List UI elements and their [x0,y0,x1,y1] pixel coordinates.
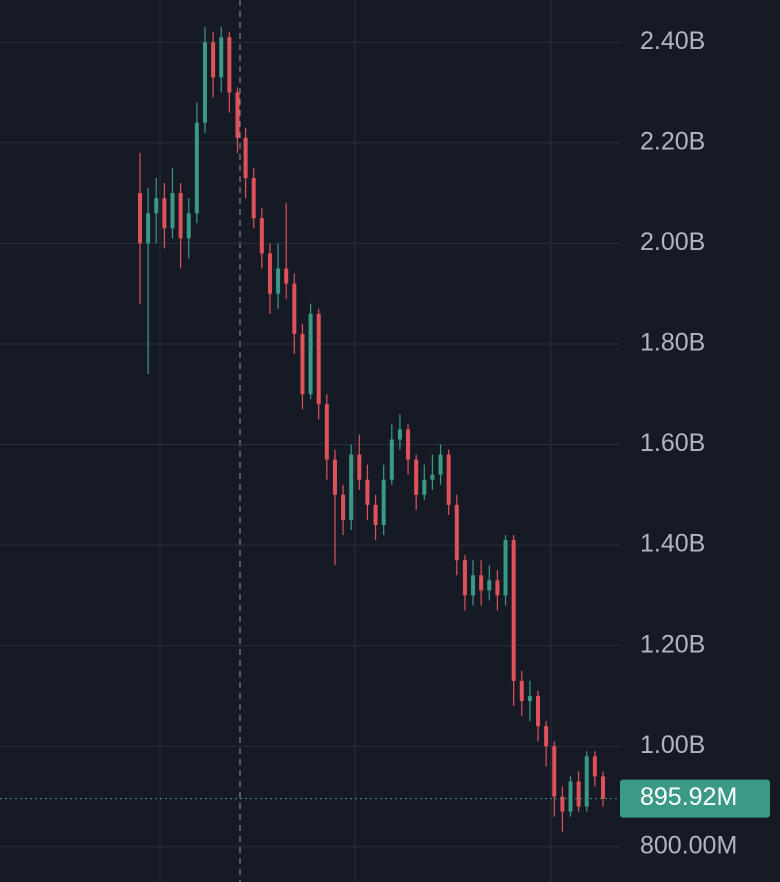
candle-body [397,429,402,440]
candle-body [381,479,386,525]
candle-body [536,695,541,727]
candle-body [422,479,427,495]
candle-body [592,756,597,777]
candle-body [300,333,305,395]
candle-body [560,796,565,812]
candle-body [154,198,159,214]
candle-body [292,283,297,334]
candle-body [138,193,142,244]
candle-body [519,680,524,701]
candle-body [446,454,451,505]
candle-body [276,268,281,294]
last-price-tag [620,779,770,818]
candle-body [479,575,484,591]
candle-body [373,504,378,525]
candle-body [357,454,362,480]
y-tick-label: 1.80B [640,329,705,357]
candle-body [430,474,435,480]
candle-body [146,213,151,244]
candle-body [584,756,589,807]
candle-body [503,540,508,596]
candle-body [211,42,216,78]
y-tick-label: 1.60B [640,429,705,457]
candle-body [178,193,183,239]
candle-body [438,454,443,475]
candle-body [219,37,224,78]
candle-body [544,726,549,747]
candle-body [454,504,459,561]
candle-body [511,540,516,681]
candle-body [308,313,313,395]
candle-body [332,459,337,495]
candle-body [227,37,232,93]
y-tick-label: 2.00B [640,228,705,256]
candle-body [349,454,354,520]
y-tick-label: 800.00M [640,831,737,859]
candle-body [527,695,532,701]
candle-body [487,580,492,591]
candle-body [259,218,264,254]
candle-body [414,459,419,495]
candle-body [170,193,175,229]
candle-body [284,268,289,284]
candle-body [389,439,394,480]
candle-body [462,560,467,596]
candle-body [365,479,370,505]
candle-body [194,122,199,214]
y-tick-label: 1.00B [640,731,705,759]
candle-body [495,580,500,596]
candle-body [186,213,191,239]
candle-body [235,92,240,138]
candle-body [341,494,346,520]
candle-body [406,429,411,460]
candle-body [552,746,557,797]
candle-body [568,781,573,812]
candle-body [251,178,256,219]
candle-body [267,253,272,294]
candle-body [324,404,329,460]
candle-body [576,781,581,807]
y-tick-label: 2.20B [640,127,705,155]
y-tick-label: 1.20B [640,630,705,658]
y-tick-label: 1.40B [640,530,705,558]
candle-body [316,313,321,405]
candle-body [471,575,476,596]
last-price-label: 895.92M [640,783,737,811]
candle-body [162,198,167,229]
y-tick-label: 2.40B [640,27,705,55]
candle-body [202,42,207,123]
candle-body [243,137,248,179]
candle-body [601,776,605,799]
